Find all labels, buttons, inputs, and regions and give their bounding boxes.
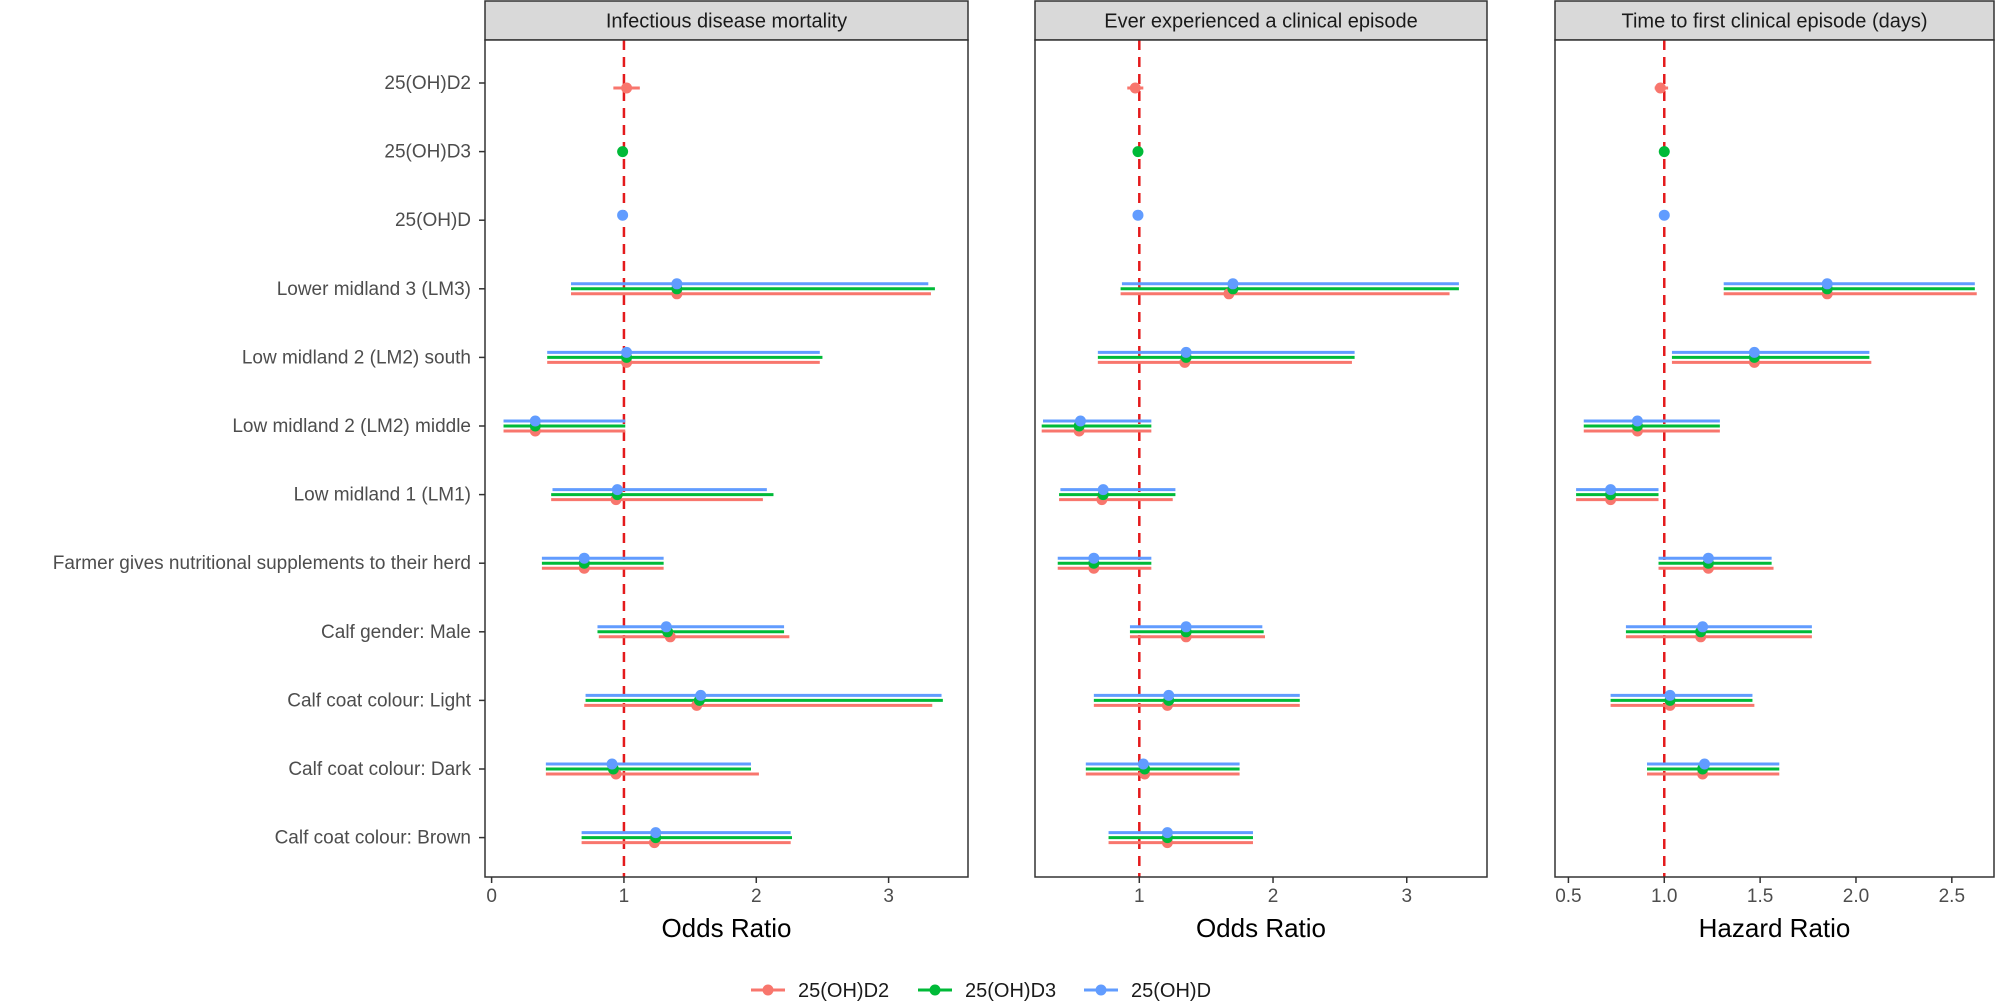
estimate-point — [1180, 621, 1192, 633]
estimate-point — [1699, 758, 1711, 770]
estimate-point — [1132, 146, 1144, 158]
legend-label: 25(OH)D — [1131, 980, 1211, 1002]
estimate-point — [1163, 689, 1175, 701]
y-axis-label: Calf coat colour: Dark — [288, 759, 471, 780]
panel-border — [1554, 39, 1995, 878]
estimate-point — [617, 146, 629, 158]
panel-title: Time to first clinical episode (days) — [1621, 11, 1927, 33]
estimate-point — [1137, 758, 1149, 770]
panel-strip — [1554, 0, 1995, 41]
panel-background — [1035, 40, 1487, 877]
estimate-point — [1132, 209, 1144, 221]
legend-label: 25(OH)D3 — [965, 980, 1056, 1002]
panel-strip — [484, 0, 969, 41]
estimate-point — [617, 209, 629, 221]
panel-border — [1034, 39, 1488, 878]
panel-title: Ever experienced a clinical episode — [1104, 11, 1418, 33]
x-axis-title: Hazard Ratio — [1699, 913, 1851, 943]
y-axis-label: Calf coat colour: Brown — [275, 828, 471, 849]
estimate-point — [695, 689, 707, 701]
estimate-point — [1180, 346, 1192, 358]
y-axis-label: Low midland 2 (LM2) middle — [232, 416, 471, 437]
x-tick-label: 2.5 — [1939, 886, 1965, 907]
estimate-point — [606, 758, 618, 770]
legend-key-point — [762, 984, 774, 996]
x-tick-label: 1 — [1134, 886, 1145, 907]
estimate-point — [1664, 689, 1676, 701]
x-tick-label: 2 — [1268, 886, 1279, 907]
y-axis-label: Low midland 1 (LM1) — [294, 485, 471, 506]
y-axis-label: Calf coat colour: Light — [287, 690, 471, 711]
panel-title: Infectious disease mortality — [606, 11, 847, 33]
estimate-point — [1129, 82, 1141, 94]
x-tick-label: 1.0 — [1651, 886, 1677, 907]
estimate-point — [1088, 552, 1100, 564]
estimate-point — [671, 278, 683, 290]
x-tick-label: 0 — [486, 886, 497, 907]
estimate-point — [1821, 278, 1833, 290]
x-tick-label: 3 — [1401, 886, 1412, 907]
x-tick-label: 3 — [883, 886, 894, 907]
estimate-point — [1605, 484, 1617, 496]
estimate-point — [1697, 621, 1709, 633]
estimate-point — [1654, 82, 1666, 94]
y-axis-label: 25(OH)D3 — [384, 142, 471, 163]
y-axis-label: 25(OH)D2 — [384, 73, 471, 94]
estimate-point — [1658, 146, 1670, 158]
estimate-point — [1227, 278, 1239, 290]
panel-strip — [1034, 0, 1488, 41]
estimate-point — [1702, 552, 1714, 564]
estimate-point — [529, 415, 541, 427]
y-axis-label: Low midland 2 (LM2) south — [242, 347, 471, 368]
legend-key-point — [929, 984, 941, 996]
x-axis-title: Odds Ratio — [1196, 913, 1326, 943]
panel-border — [484, 39, 969, 878]
estimate-point — [621, 82, 633, 94]
x-tick-label: 0.5 — [1555, 886, 1581, 907]
estimate-point — [1748, 346, 1760, 358]
estimate-point — [1074, 415, 1086, 427]
legend-label: 25(OH)D2 — [798, 980, 889, 1002]
panel-background — [485, 40, 968, 877]
x-tick-label: 1 — [619, 886, 630, 907]
estimate-point — [1631, 415, 1643, 427]
y-axis-label: 25(OH)D — [395, 210, 471, 231]
estimate-point — [621, 346, 633, 358]
x-axis-title: Odds Ratio — [661, 913, 791, 943]
x-tick-label: 1.5 — [1747, 886, 1773, 907]
estimate-point — [611, 484, 623, 496]
y-axis-label: Calf gender: Male — [321, 622, 471, 643]
estimate-point — [660, 621, 672, 633]
estimate-point — [1161, 827, 1173, 839]
x-tick-label: 2 — [751, 886, 762, 907]
x-tick-label: 2.0 — [1843, 886, 1869, 907]
y-axis-label: Farmer gives nutritional supplements to … — [53, 553, 471, 574]
estimate-point — [650, 827, 662, 839]
legend-key-point — [1095, 984, 1107, 996]
estimate-point — [578, 552, 590, 564]
estimate-point — [1658, 209, 1670, 221]
y-axis-label: Lower midland 3 (LM3) — [277, 279, 471, 300]
estimate-point — [1097, 484, 1109, 496]
panel-background — [1555, 40, 1994, 877]
